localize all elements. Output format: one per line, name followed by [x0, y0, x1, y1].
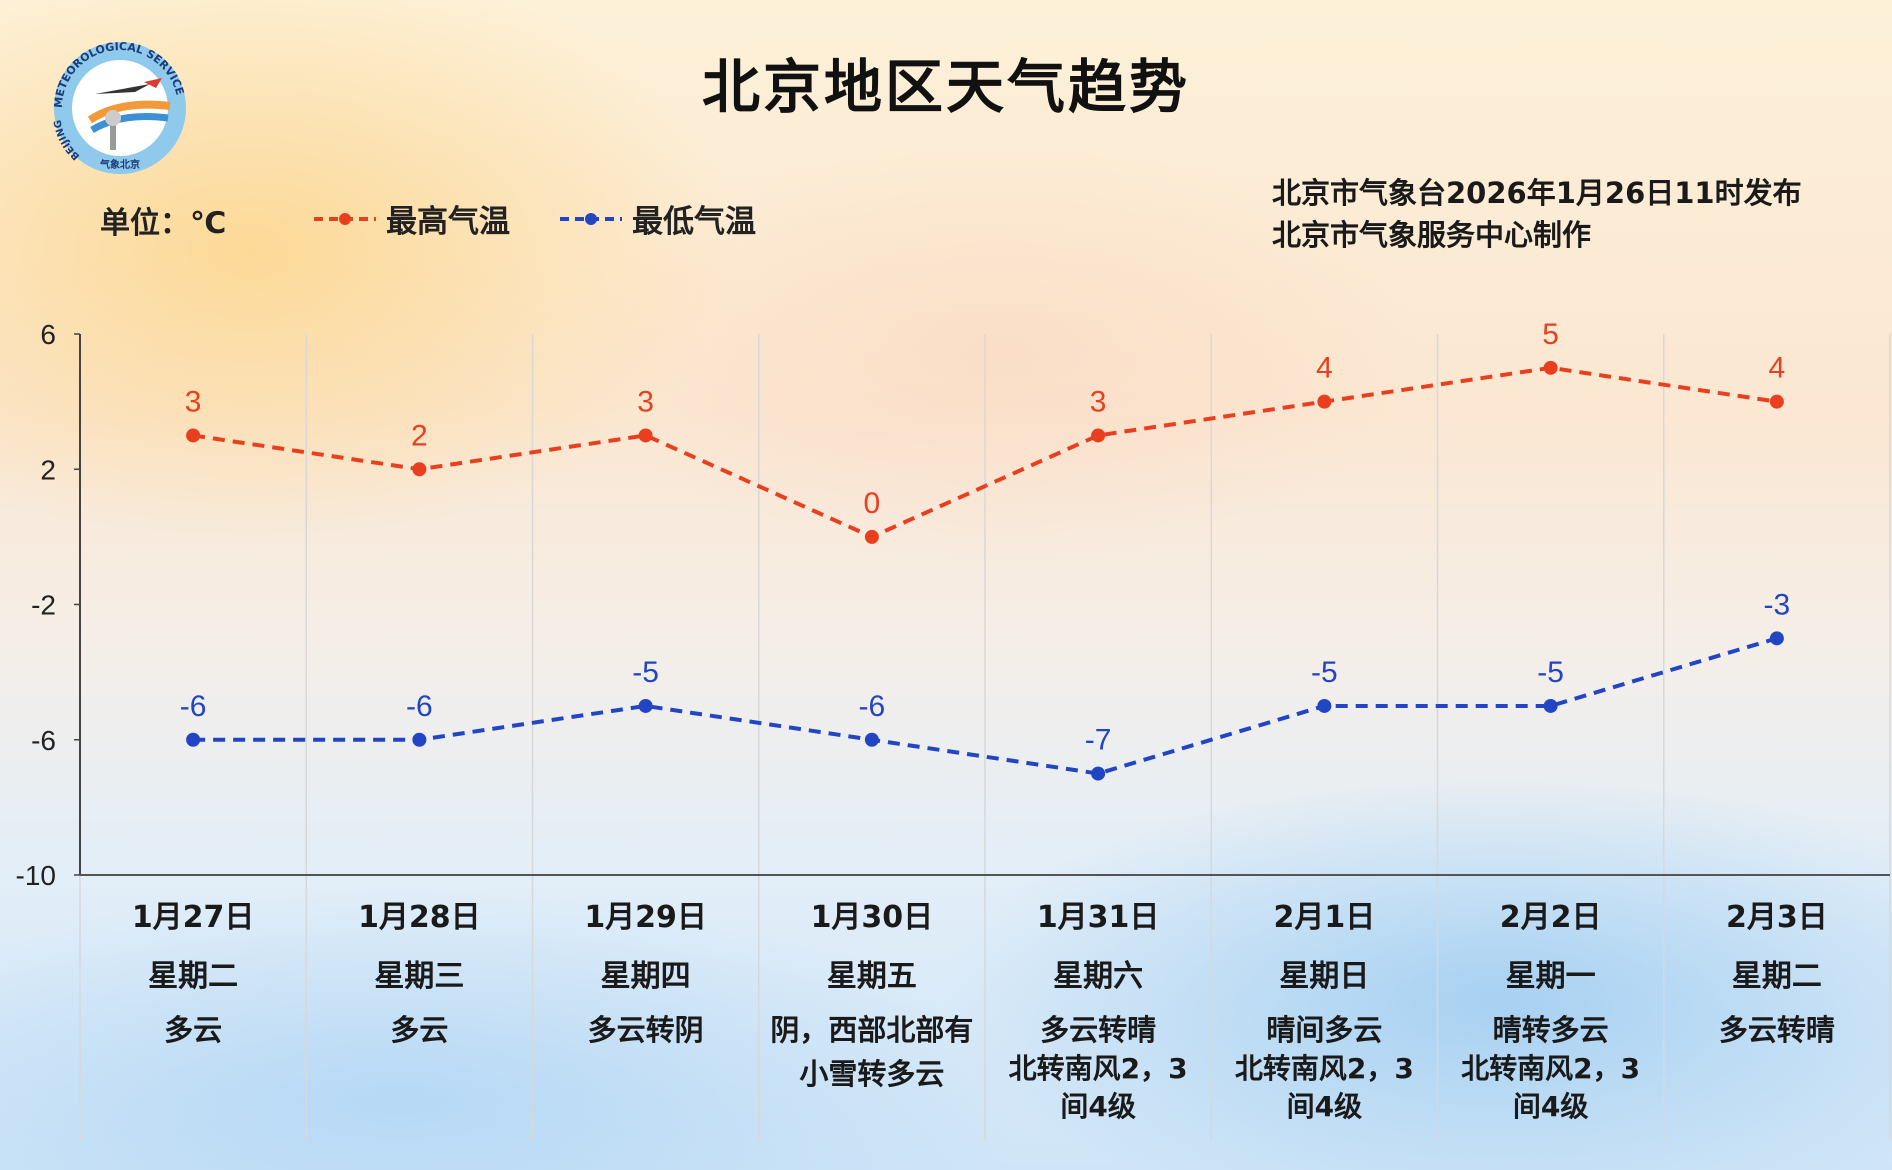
- data-point-low: [864, 732, 879, 747]
- page-title: 北京地区天气趋势: [701, 53, 1190, 121]
- day-condition: 多云转阴: [587, 1013, 704, 1047]
- legend-high-marker: [314, 212, 376, 225]
- day-date: 1月27日: [131, 900, 255, 935]
- day-column: 2月1日星期日晴间多云北转南风2，3 间4级: [1211, 888, 1437, 1126]
- data-label-high: 3: [1090, 385, 1107, 418]
- data-point-high: [1543, 360, 1558, 375]
- data-label-low: -6: [859, 690, 886, 723]
- issuer-info: 北京市气象台2026年1月26日11时发布 北京市气象服务中心制作: [1272, 172, 1802, 256]
- day-condition: 多云: [390, 1013, 449, 1047]
- y-tick-label: -6: [31, 725, 56, 756]
- day-date: 2月2日: [1499, 900, 1602, 935]
- data-point-high: [186, 428, 201, 443]
- data-label-low: -3: [1764, 588, 1791, 621]
- day-wind: 间4级: [1512, 1090, 1589, 1123]
- day-date: 2月1日: [1273, 900, 1376, 935]
- day-column: 1月31日星期六多云转晴北转南风2，3 间4级: [985, 888, 1211, 1126]
- day-condition: 多云: [164, 1013, 223, 1047]
- day-condition: 多云转晴: [1718, 1013, 1835, 1047]
- day-weekday: 星期四: [600, 959, 691, 994]
- day-date: 2月3日: [1726, 900, 1828, 935]
- data-label-low: -5: [1537, 656, 1564, 689]
- day-weekday: 星期三: [374, 959, 465, 994]
- issuer-line: 北京市气象台2026年1月26日11时发布: [1272, 176, 1802, 210]
- data-point-low: [1317, 698, 1332, 713]
- day-date: 1月30日: [810, 900, 934, 935]
- day-condition: 晴转多云: [1492, 1013, 1609, 1047]
- day-column: 1月30日星期五阴，西部北部有 小雪转多云: [759, 888, 985, 1094]
- data-label-high: 3: [637, 385, 654, 418]
- day-wind: 北转南风2，3: [1461, 1052, 1641, 1085]
- day-column: 2月3日星期二多云转晴: [1664, 888, 1890, 1050]
- data-label-low: -7: [1085, 724, 1112, 757]
- legend-high: 最高气温: [312, 196, 510, 241]
- y-tick-label: 6: [40, 319, 56, 350]
- y-tick-label: -10: [16, 860, 56, 891]
- y-tick-label: 2: [40, 454, 56, 485]
- day-column: 1月27日星期二多云: [80, 888, 306, 1050]
- day-column: 1月28日星期三多云: [306, 888, 532, 1050]
- legend-high-label: 最高气温: [386, 204, 510, 240]
- day-weekday: 星期六: [1053, 959, 1144, 994]
- day-weekday: 星期日: [1279, 959, 1370, 994]
- day-weekday: 星期二: [148, 959, 239, 994]
- data-point-high: [1091, 428, 1106, 443]
- data-point-low: [638, 698, 653, 713]
- day-weekday: 星期五: [826, 959, 917, 994]
- data-label-high: 5: [1542, 318, 1559, 351]
- day-date: 1月31日: [1036, 900, 1160, 935]
- data-point-low: [412, 732, 427, 747]
- data-point-high: [864, 529, 879, 544]
- data-point-high: [638, 428, 653, 443]
- data-label-high: 4: [1769, 352, 1786, 385]
- meteorological-service-logo: METEOROLOGICAL SERVICE BEIJING 气象北京: [40, 28, 200, 182]
- data-label-high: 2: [411, 419, 428, 452]
- data-label-low: -6: [406, 690, 433, 723]
- data-label-high: 0: [864, 487, 881, 520]
- legend-low: 最低气温: [558, 196, 756, 241]
- day-weekday: 星期一: [1505, 959, 1596, 994]
- data-point-low: [1769, 631, 1784, 646]
- day-weekday: 星期二: [1731, 959, 1822, 994]
- series-line-low: [193, 636, 1778, 776]
- data-point-high: [1769, 394, 1784, 409]
- data-point-low: [1091, 766, 1106, 781]
- day-condition: 小雪转多云: [799, 1057, 945, 1091]
- day-condition: 晴间多云: [1266, 1013, 1383, 1047]
- day-condition: 多云转晴: [1040, 1013, 1157, 1047]
- unit-label: 单位：℃: [100, 206, 227, 241]
- day-column: 1月29日星期四多云转阴: [533, 888, 759, 1050]
- day-condition: 阴，西部北部有: [770, 1013, 974, 1047]
- legend-low-marker: [560, 212, 622, 225]
- day-wind: 北转南风2，3: [1008, 1052, 1188, 1085]
- day-date: 1月28日: [358, 900, 481, 935]
- data-label-low: -5: [632, 656, 659, 689]
- day-column: 2月2日星期一晴转多云北转南风2，3 间4级: [1438, 888, 1664, 1126]
- producer-line: 北京市气象服务中心制作: [1272, 218, 1592, 252]
- legend-low-label: 最低气温: [632, 204, 756, 240]
- data-label-high: 4: [1316, 352, 1333, 385]
- day-wind: 间4级: [1286, 1090, 1363, 1123]
- data-point-low: [1543, 698, 1558, 713]
- data-label-high: 3: [185, 385, 202, 418]
- day-wind: 间4级: [1060, 1090, 1136, 1123]
- day-date: 1月29日: [584, 900, 707, 935]
- y-tick-label: -2: [31, 590, 56, 621]
- logo-bottom-text: 气象北京: [99, 158, 140, 171]
- data-label-low: -6: [180, 690, 207, 723]
- data-label-low: -5: [1311, 656, 1338, 689]
- data-point-high: [1317, 394, 1332, 409]
- series-line-high: [192, 365, 1778, 540]
- day-wind: 北转南风2，3: [1234, 1052, 1414, 1085]
- data-point-high: [412, 462, 427, 477]
- data-point-low: [186, 732, 201, 747]
